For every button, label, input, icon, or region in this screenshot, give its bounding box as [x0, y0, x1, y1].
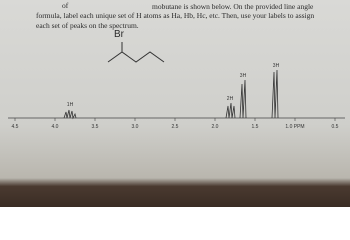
text-line: each set of peaks on the spectrum.: [36, 21, 139, 30]
peak: [239, 79, 247, 119]
text-line: of: [62, 1, 69, 10]
peak-labels: 1H 2H 3H 3H: [67, 63, 280, 108]
drawing: 4.5 4.0 3.5 3.0 2.5 2.0 1.5 1.0 PPM 0.5 1H 2H 3H 3H: [8, 42, 345, 130]
peak: [271, 69, 279, 119]
tick-label: 3.0: [132, 124, 139, 130]
tick-label: 2.5: [172, 124, 179, 130]
tick-label: 3.5: [92, 124, 99, 130]
peak: [63, 109, 77, 120]
peak-label: 3H: [240, 73, 247, 79]
axis-ticks: 4.5 4.0 3.5 3.0 2.5 2.0 1.5 1.0 PPM 0.5: [12, 118, 339, 130]
atom-label: Br: [114, 29, 124, 40]
peaks: [63, 69, 279, 120]
text-line: mobutane is shown below. On the provided…: [152, 2, 314, 11]
peak-label: 1H: [67, 102, 74, 108]
tick-label: 0.5: [332, 124, 339, 130]
peak-label: 2H: [227, 96, 234, 102]
tick-label: 1.0 PPM: [285, 124, 304, 130]
peak-label: 3H: [273, 63, 280, 69]
bond-chain: [107, 51, 165, 63]
worksheet-photo: of mobutane is shown below. On the provi…: [0, 0, 350, 207]
tick-label: 4.0: [52, 124, 59, 130]
text-line: formula, label each unique set of H atom…: [36, 11, 315, 20]
molecule: [107, 42, 165, 63]
tick-label: 4.5: [12, 124, 19, 130]
peak: [225, 102, 236, 119]
tick-label: 1.5: [252, 124, 259, 130]
tick-label: 2.0: [212, 124, 219, 130]
